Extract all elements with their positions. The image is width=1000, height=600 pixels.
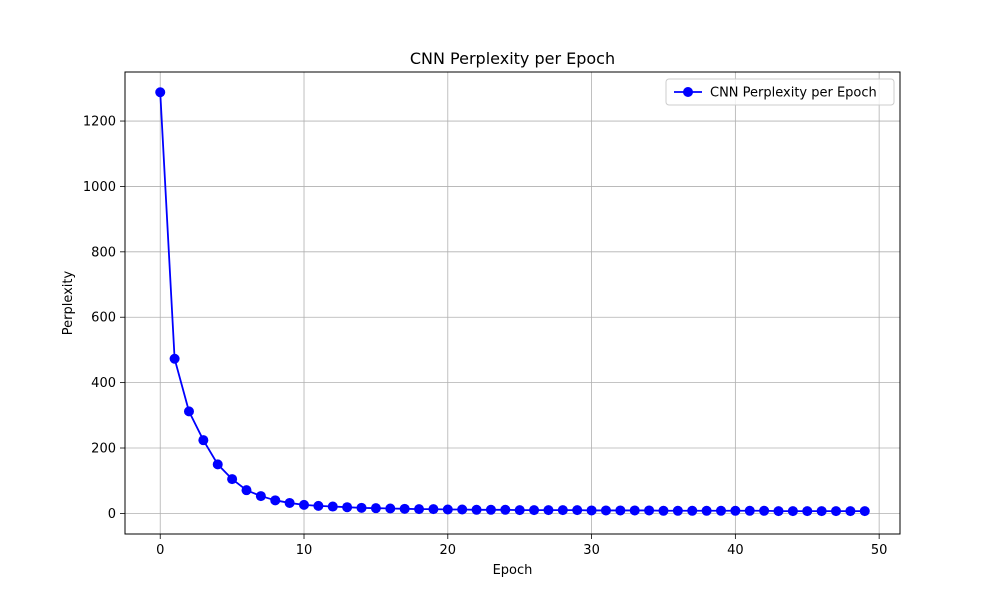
data-point	[644, 505, 655, 516]
data-point	[787, 506, 798, 517]
data-point	[557, 505, 568, 516]
data-point	[356, 502, 367, 513]
data-point	[816, 506, 827, 517]
data-point	[155, 87, 166, 98]
data-point	[744, 505, 755, 516]
y-tick-label: 1200	[83, 115, 116, 130]
data-point	[198, 435, 209, 446]
data-point	[514, 505, 525, 516]
data-point	[399, 503, 410, 514]
data-point	[845, 506, 856, 517]
data-point	[241, 485, 252, 496]
data-point	[543, 505, 554, 516]
y-tick-label: 600	[91, 311, 116, 326]
data-point	[730, 505, 741, 516]
x-tick-label: 0	[156, 543, 164, 558]
data-point	[299, 499, 310, 510]
data-point	[414, 504, 425, 515]
data-point	[227, 474, 238, 485]
x-tick-label: 30	[583, 543, 600, 558]
data-point	[183, 406, 194, 417]
data-point	[442, 504, 453, 515]
data-point	[313, 500, 324, 511]
data-point	[615, 505, 626, 516]
data-point	[658, 505, 669, 516]
legend-marker-swatch	[683, 87, 693, 97]
data-point	[385, 503, 396, 514]
data-point	[586, 505, 597, 516]
data-point	[701, 505, 712, 516]
data-point	[859, 506, 870, 517]
y-tick-label: 400	[91, 376, 116, 391]
data-point	[485, 504, 496, 515]
data-point	[342, 502, 353, 513]
ticks: 0 10 20 30 40 50 0 200 400 600 800 1000 1200	[83, 115, 888, 558]
x-axis-label: Epoch	[493, 563, 533, 578]
data-point	[212, 459, 223, 470]
data-point	[572, 505, 583, 516]
x-tick-label: 20	[440, 543, 457, 558]
x-tick-label: 40	[727, 543, 744, 558]
x-tick-label: 10	[296, 543, 313, 558]
data-point	[471, 504, 482, 515]
y-axis-label: Perplexity	[61, 270, 76, 335]
data-point	[687, 505, 698, 516]
data-point	[715, 505, 726, 516]
chart-title: CNN Perplexity per Epoch	[410, 49, 615, 68]
data-point	[284, 497, 295, 508]
y-tick-label: 200	[91, 442, 116, 457]
legend: CNN Perplexity per Epoch	[665, 78, 895, 106]
data-point	[629, 505, 640, 516]
data-point	[802, 506, 813, 517]
grid	[125, 72, 900, 534]
legend-label: CNN Perplexity per Epoch	[710, 86, 877, 101]
x-tick-label: 50	[871, 543, 888, 558]
data-point	[327, 501, 338, 512]
data-point	[773, 506, 784, 517]
y-tick-label: 1000	[83, 180, 116, 195]
data-point	[255, 491, 266, 502]
data-point	[529, 505, 540, 516]
data-point	[831, 506, 842, 517]
data-point	[370, 503, 381, 514]
data-point	[428, 504, 439, 515]
data-point	[759, 505, 770, 516]
data-point	[457, 504, 468, 515]
data-point	[169, 353, 180, 364]
data-point	[672, 505, 683, 516]
plot-frame	[124, 71, 901, 535]
legend-box	[665, 78, 895, 106]
data-point	[270, 495, 281, 506]
y-tick-label: 0	[108, 507, 116, 522]
data-point	[500, 504, 511, 515]
data-point	[600, 505, 611, 516]
series-layer	[155, 87, 870, 517]
y-tick-label: 800	[91, 245, 116, 260]
